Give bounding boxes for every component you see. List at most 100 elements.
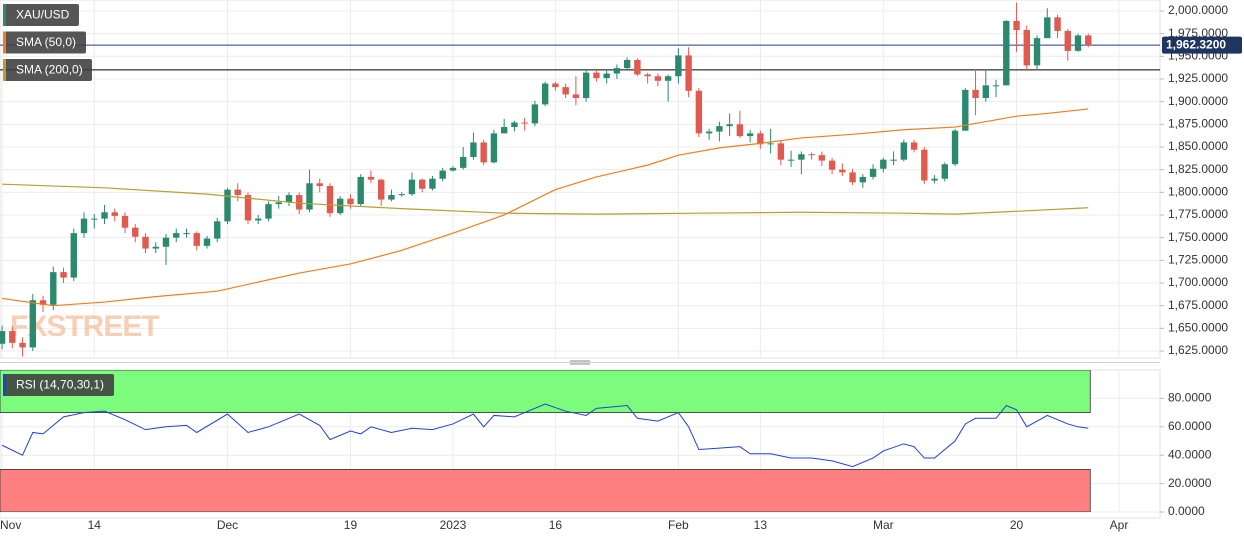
candle-body [541, 83, 549, 105]
y-tick-label: 2,000.0000 [1168, 3, 1228, 17]
legend-label: SMA (200,0) [16, 63, 83, 77]
candle-body [244, 195, 252, 221]
legend-swatch [3, 31, 6, 54]
candle-body [357, 176, 364, 205]
x-tick-label: 14 [88, 518, 102, 532]
candle-body [162, 237, 170, 247]
candle-body [470, 142, 477, 157]
candle-body [490, 133, 498, 163]
candle-body [746, 133, 754, 137]
last-price-label: 1,962.3200 [1166, 37, 1226, 51]
candle-body [572, 94, 580, 99]
candle-body [787, 159, 795, 161]
price-panel [0, 0, 1161, 359]
candle-body [9, 331, 16, 343]
candle-body [224, 189, 231, 222]
candle-body [316, 183, 323, 186]
candle-body [982, 85, 989, 99]
candle-body [675, 55, 682, 77]
candle-body [418, 179, 426, 189]
candle-body [839, 169, 846, 173]
candle-body [203, 238, 211, 246]
legend-item[interactable]: SMA (50,0) [3, 31, 86, 54]
x-tick-label: 13 [754, 518, 768, 532]
candle-body [1085, 35, 1092, 46]
legend-item[interactable]: SMA (200,0) [3, 59, 92, 81]
candle-body [705, 131, 713, 134]
candle-body [869, 168, 877, 177]
candle-body [808, 154, 815, 156]
candle-body [777, 143, 785, 160]
candle-body [654, 76, 662, 81]
y-tick-label: 1,825.0000 [1168, 162, 1228, 176]
legend-label: SMA (50,0) [16, 35, 76, 49]
y-tick-label: 1,925.0000 [1168, 71, 1228, 85]
candle-body [562, 87, 569, 95]
candle-body [849, 172, 856, 183]
candle-body [1054, 17, 1061, 31]
candle-body [378, 179, 385, 200]
candle-body [921, 149, 928, 181]
y-tick-label: 1,875.0000 [1168, 116, 1228, 130]
candle-body [664, 76, 672, 81]
candle-body [1013, 20, 1020, 31]
candle-body [0, 331, 6, 344]
legend-item[interactable]: XAU/USD [3, 4, 79, 26]
candle-body [511, 122, 518, 128]
candle-body [818, 155, 826, 161]
y-tick-label: 1,975.0000 [1168, 26, 1228, 40]
candle-body [60, 272, 67, 278]
candle-body [1033, 38, 1041, 66]
y-tick-label: 1,800.0000 [1168, 185, 1228, 199]
candle-body [716, 126, 723, 132]
y-tick-label: 1,775.0000 [1168, 207, 1228, 221]
candle-body [695, 90, 703, 134]
y-tick-label: 1,625.0000 [1168, 343, 1228, 357]
candle-body [1023, 30, 1030, 66]
legend-box [3, 31, 86, 54]
x-tick-label: 19 [344, 518, 358, 532]
candle-body [132, 227, 139, 237]
candle-body [275, 202, 282, 205]
candle-body [39, 300, 47, 305]
candle-body [347, 198, 354, 205]
candle-body [388, 195, 395, 200]
candle-body [634, 59, 641, 75]
rsi-band [0, 468, 1091, 512]
legend-swatch [3, 4, 6, 26]
candle-body [449, 167, 457, 171]
candle-body [255, 218, 262, 221]
candle-body [214, 221, 221, 239]
y-tick-label: 1,750.0000 [1168, 230, 1228, 244]
candle-body [890, 159, 897, 161]
candle-body [80, 218, 88, 234]
x-tick-label: Nov [0, 518, 21, 532]
candle-body [173, 233, 180, 238]
candle-body [972, 89, 979, 99]
legend-item[interactable]: RSI (14,70,30,1) [3, 374, 114, 396]
candle-body [111, 212, 118, 216]
candle-body [234, 189, 241, 196]
candle-body [962, 89, 969, 131]
candle-body [726, 124, 733, 127]
candle-body [500, 127, 508, 134]
candle-body [19, 342, 26, 348]
candle-body [593, 72, 600, 79]
y-tick-label: 80.0000 [1168, 391, 1212, 405]
resize-grip[interactable] [570, 360, 590, 365]
x-tick-label: Mar [873, 518, 894, 532]
legend-box [3, 59, 92, 81]
y-tick-label: 1,900.0000 [1168, 94, 1228, 108]
candle-body [941, 164, 949, 179]
candle-body [183, 233, 190, 235]
candle-body [70, 233, 77, 278]
candle-body [623, 59, 631, 69]
y-tick-label: 1,650.0000 [1168, 321, 1228, 335]
x-tick-label: 2023 [440, 518, 467, 532]
x-tick-label: 16 [549, 518, 563, 532]
candle-body [91, 218, 98, 220]
legend-box [3, 374, 114, 396]
x-tick-label: Apr [1110, 518, 1129, 532]
y-tick-label: 60.0000 [1168, 419, 1212, 433]
y-tick-label: 1,725.0000 [1168, 253, 1228, 267]
